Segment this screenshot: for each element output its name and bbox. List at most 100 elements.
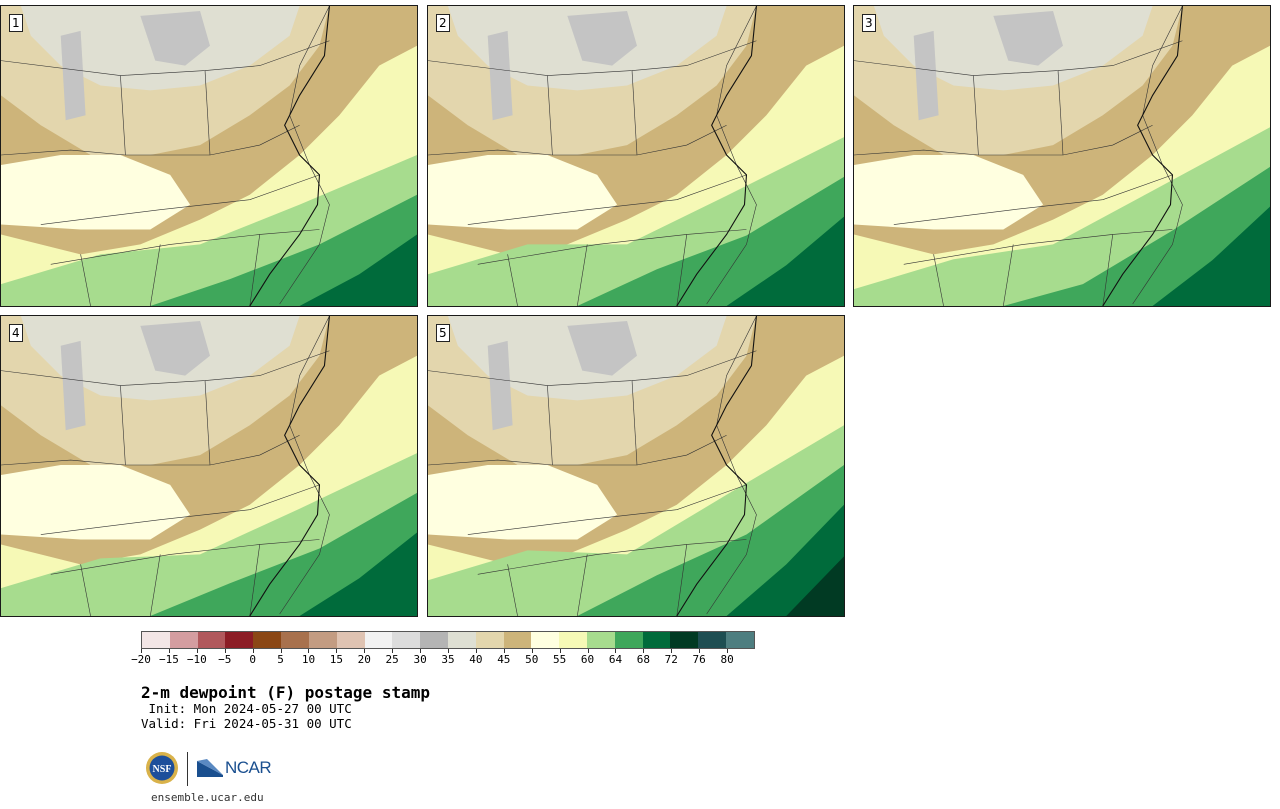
coastline bbox=[249, 316, 330, 616]
state-boundary bbox=[204, 380, 211, 466]
state-boundary bbox=[120, 385, 126, 466]
dewpoint-map bbox=[1, 6, 417, 306]
colorbar-tick-label: 30 bbox=[413, 653, 427, 666]
dewpoint-region-68-72 bbox=[299, 532, 417, 616]
ncar-logo-text: NCAR bbox=[225, 758, 272, 777]
state-boundary bbox=[547, 75, 553, 156]
colorbar-swatch bbox=[670, 632, 699, 648]
colorbar-tick-mark bbox=[587, 649, 589, 653]
colorbar-tick-label: 25 bbox=[385, 653, 399, 666]
colorbar-tick-label: 10 bbox=[301, 653, 316, 666]
colorbar-tick-mark bbox=[420, 649, 422, 653]
colorbar-ticks: −20 −15 −10 −5 0 5 10 15 20 25 30 35 40 45 50 55 60 64 68 7… bbox=[131, 649, 755, 669]
dewpoint-region-25-30 bbox=[993, 10, 1063, 66]
coastline bbox=[1102, 6, 1183, 306]
page-title: 2-m dewpoint (F) postage stamp bbox=[141, 683, 430, 702]
colorbar-tick-label: 0 bbox=[249, 653, 256, 666]
colorbar-swatch bbox=[225, 632, 254, 648]
colorbar bbox=[141, 631, 755, 649]
state-boundary bbox=[1002, 244, 1014, 306]
colorbar-swatch bbox=[447, 632, 476, 648]
dewpoint-region-50-55 bbox=[428, 155, 618, 230]
colorbar-tick-mark bbox=[643, 649, 645, 653]
state-boundary bbox=[477, 539, 747, 575]
colorbar-tick-mark bbox=[531, 649, 533, 653]
colorbar-tick-mark bbox=[196, 649, 198, 653]
colorbar-swatch bbox=[308, 632, 337, 648]
colorbar-tick-label: 76 bbox=[692, 653, 706, 666]
state-boundary bbox=[676, 234, 688, 306]
map-panel-4: 4 bbox=[0, 315, 418, 617]
state-boundary bbox=[249, 544, 261, 616]
dewpoint-map bbox=[428, 6, 844, 306]
colorbar-swatch bbox=[364, 632, 393, 648]
dewpoint-region-50-55 bbox=[1, 465, 191, 540]
colorbar-swatch bbox=[503, 632, 532, 648]
dewpoint-region-50-55 bbox=[428, 465, 618, 540]
colorbar-tick-label: 45 bbox=[497, 653, 511, 666]
state-boundary bbox=[467, 484, 747, 535]
colorbar-tick-mark bbox=[727, 649, 729, 653]
dewpoint-region-25-30 bbox=[567, 10, 637, 66]
map-panel-2: 2 bbox=[427, 5, 845, 307]
nsf-logo: NSF bbox=[145, 751, 179, 785]
state-boundary bbox=[1102, 234, 1114, 306]
dewpoint-region-68-72 bbox=[726, 216, 844, 306]
colorbar-tick-label: −10 bbox=[186, 653, 207, 666]
state-boundary bbox=[576, 244, 588, 306]
panel-label: 1 bbox=[9, 14, 23, 32]
dewpoint-region-25-30 bbox=[487, 30, 513, 121]
colorbar-tick-mark bbox=[503, 649, 505, 653]
dewpoint-region-72-76 bbox=[786, 556, 844, 616]
state-boundary bbox=[149, 554, 161, 616]
colorbar-tick-label: 60 bbox=[580, 653, 595, 666]
state-boundary bbox=[428, 434, 727, 466]
colorbar-tick-label: −20 bbox=[131, 653, 151, 666]
colorbar-swatch bbox=[142, 632, 170, 648]
map-panel-1: 1 bbox=[0, 5, 418, 307]
colorbar-tick-label: 20 bbox=[357, 653, 371, 666]
coastline bbox=[249, 6, 330, 306]
colorbar-tick-mark bbox=[559, 649, 561, 653]
dewpoint-map bbox=[1, 316, 417, 616]
coastline bbox=[676, 316, 757, 616]
dewpoint-region-50-55 bbox=[1, 155, 191, 230]
ncar-logo-mark bbox=[197, 759, 223, 777]
state-boundary bbox=[631, 380, 638, 466]
colorbar-tick-mark bbox=[475, 649, 477, 653]
dewpoint-region-25-30 bbox=[487, 340, 513, 431]
dewpoint-region-64-68 bbox=[150, 194, 417, 306]
dewpoint-region-25-30 bbox=[913, 30, 939, 121]
state-boundary bbox=[547, 385, 553, 466]
state-boundary bbox=[50, 539, 320, 575]
colorbar-swatch bbox=[614, 632, 643, 648]
dewpoint-region-50-55 bbox=[854, 155, 1044, 230]
colorbar-tick-label: 15 bbox=[329, 653, 343, 666]
state-boundary bbox=[428, 124, 727, 156]
panel-label: 2 bbox=[436, 14, 450, 32]
colorbar-swatch bbox=[392, 632, 421, 648]
state-boundary bbox=[933, 254, 944, 306]
map-panel-5: 5 bbox=[427, 315, 845, 617]
state-boundary bbox=[40, 484, 320, 535]
colorbar-swatch bbox=[559, 632, 587, 648]
colorbar-tick-mark bbox=[308, 649, 310, 653]
colorbar-tick-mark bbox=[168, 649, 170, 653]
colorbar-swatch bbox=[336, 632, 365, 648]
state-boundary bbox=[576, 554, 588, 616]
colorbar-tick-label: 80 bbox=[720, 653, 734, 666]
dewpoint-map bbox=[854, 6, 1270, 306]
map-panel-3: 3 bbox=[853, 5, 1271, 307]
colorbar-swatch bbox=[642, 632, 671, 648]
state-boundary bbox=[676, 544, 688, 616]
colorbar-swatch bbox=[253, 632, 282, 648]
colorbar-swatch bbox=[587, 632, 615, 648]
colorbar-swatch bbox=[531, 632, 560, 648]
state-boundary bbox=[854, 124, 1153, 156]
colorbar-tick-label: 5 bbox=[277, 653, 284, 666]
colorbar-swatch bbox=[726, 632, 754, 648]
state-boundary bbox=[149, 244, 161, 306]
colorbar-tick-mark bbox=[448, 649, 449, 653]
site-url: ensemble.ucar.edu bbox=[151, 791, 264, 804]
valid-time: Valid: Fri 2024-05-31 00 UTC bbox=[141, 716, 352, 731]
